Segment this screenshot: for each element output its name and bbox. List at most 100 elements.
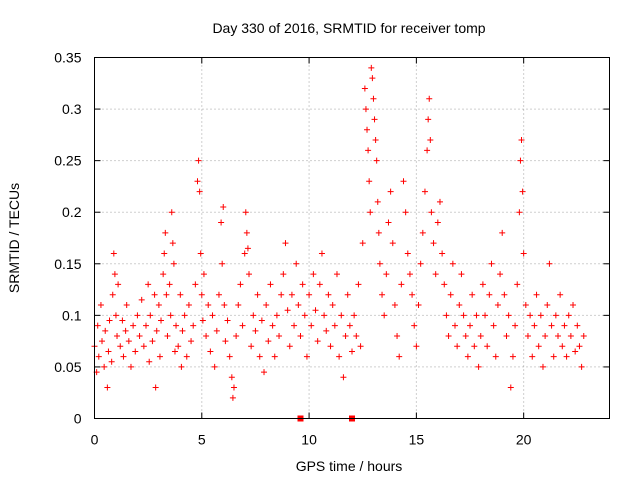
- data-point: [426, 95, 433, 102]
- data-point: [158, 317, 165, 324]
- data-point: [494, 302, 501, 309]
- data-point: [387, 188, 394, 195]
- data-point: [519, 188, 526, 195]
- data-point: [198, 291, 205, 298]
- data-point: [550, 353, 557, 360]
- data-point: [243, 229, 250, 236]
- data-point: [211, 363, 218, 370]
- data-point: [490, 322, 497, 329]
- data-point: [181, 312, 188, 319]
- data-point: [479, 281, 486, 288]
- data-point: [278, 291, 285, 298]
- data-point: [197, 250, 204, 257]
- data-point: [179, 327, 186, 334]
- data-point: [580, 332, 587, 339]
- y-tick-label: 0.2: [62, 204, 82, 220]
- data-point: [199, 317, 206, 324]
- data-point: [244, 245, 251, 252]
- data-point: [97, 302, 104, 309]
- data-point: [533, 291, 540, 298]
- data-point: [373, 157, 380, 164]
- data-point: [329, 302, 336, 309]
- data-point: [235, 302, 242, 309]
- data-point: [130, 322, 137, 329]
- data-point: [163, 291, 170, 298]
- data-point: [233, 332, 240, 339]
- data-point: [123, 302, 130, 309]
- data-point: [218, 219, 225, 226]
- data-point: [342, 332, 349, 339]
- data-point: [112, 312, 119, 319]
- data-point: [104, 384, 111, 391]
- data-point: [162, 229, 169, 236]
- data-point: [119, 317, 126, 324]
- y-tick-label: 0.25: [54, 153, 81, 169]
- data-point: [535, 343, 542, 350]
- data-point: [102, 327, 109, 334]
- data-point: [359, 240, 366, 247]
- y-axis-label: SRMTID / TECUs: [6, 183, 22, 293]
- data-point: [167, 312, 174, 319]
- data-point: [432, 271, 439, 278]
- data-point: [482, 312, 489, 319]
- data-point: [516, 209, 523, 216]
- data-point: [246, 271, 252, 278]
- data-point: [308, 322, 315, 329]
- data-point: [224, 317, 231, 324]
- data-point: [325, 291, 332, 298]
- data-point: [109, 291, 116, 298]
- data-point: [192, 281, 199, 288]
- data-point: [492, 353, 499, 360]
- y-axis-ticks: 0 0.05 0.1 0.15 0.2 0.25 0.3 0.35: [54, 50, 610, 427]
- data-point: [269, 322, 276, 329]
- data-point: [367, 209, 374, 216]
- data-point: [185, 302, 192, 309]
- data-point: [301, 312, 308, 319]
- y-tick-label: 0.35: [54, 50, 81, 66]
- data-point: [282, 240, 289, 247]
- data-point: [520, 250, 527, 257]
- data-point: [310, 271, 317, 278]
- data-point: [368, 64, 375, 71]
- data-point: [383, 271, 390, 278]
- data-point: [398, 281, 405, 288]
- data-point: [171, 348, 178, 355]
- data-point: [385, 219, 392, 226]
- data-point: [503, 332, 510, 339]
- data-point: [115, 281, 122, 288]
- data-point: [497, 271, 504, 278]
- data-point: [439, 250, 446, 257]
- data-point: [254, 291, 261, 298]
- data-point: [391, 302, 398, 309]
- data-point: [509, 353, 516, 360]
- data-point: [161, 250, 168, 257]
- data-point: [366, 178, 373, 185]
- data-point: [312, 307, 319, 314]
- data-point: [205, 302, 212, 309]
- data-point: [94, 322, 101, 329]
- data-point: [421, 188, 428, 195]
- data-point: [203, 332, 210, 339]
- data-point: [565, 312, 572, 319]
- data-point: [265, 338, 272, 345]
- plot-frame: [94, 57, 610, 419]
- data-point: [215, 291, 222, 298]
- data-point: [430, 240, 437, 247]
- data-point: [462, 332, 469, 339]
- data-point: [263, 302, 270, 309]
- data-point: [276, 332, 283, 339]
- data-point: [375, 229, 382, 236]
- data-point: [522, 302, 529, 309]
- data-point: [517, 157, 524, 164]
- data-point: [552, 312, 559, 319]
- data-point: [175, 343, 182, 350]
- data-point: [221, 302, 228, 309]
- data-point: [169, 240, 176, 247]
- data-point: [488, 260, 495, 267]
- data-point: [454, 343, 461, 350]
- data-point: [331, 322, 338, 329]
- data-point: [156, 353, 163, 360]
- data-point: [524, 332, 531, 339]
- data-point: [101, 363, 108, 370]
- data-point: [125, 338, 132, 345]
